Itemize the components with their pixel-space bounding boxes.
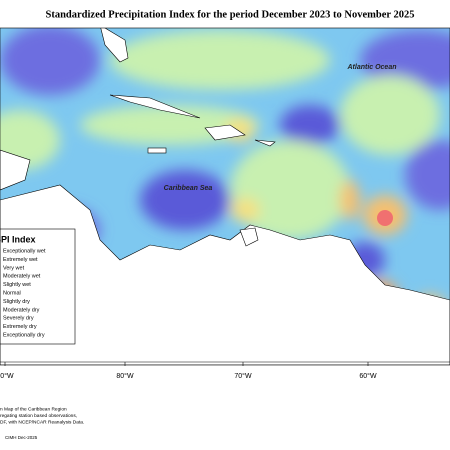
lon-label: 90°W	[0, 372, 14, 380]
title: Standardized Precipitation Index for the…	[45, 9, 414, 20]
legend: Exceptionally wet Extremely wet Very wet Mo…	[3, 248, 46, 338]
legend-entry: Slightly wet	[3, 282, 31, 288]
legend-entry: Normal	[3, 290, 21, 296]
legend-entry: Extremely dry	[3, 324, 37, 330]
legend-entry: Extremely wet	[3, 257, 38, 263]
lon-label: 80°W	[116, 372, 134, 380]
legend-entry: Very wet	[3, 265, 25, 271]
legend-entry: Severely dry	[3, 316, 34, 322]
legend-entry: Slightly dry	[3, 299, 30, 305]
legend-entry: Exceptionally wet	[3, 248, 46, 254]
credit: CIMH Dec-2025	[5, 435, 38, 440]
legend-title: SPI Index	[0, 234, 36, 244]
legend-entry: Moderately dry	[3, 307, 40, 313]
lon-label: 70°W	[234, 372, 252, 380]
sea-label: Caribbean Sea	[164, 185, 213, 192]
legend-entry: Exceptionally dry	[3, 332, 45, 338]
lon-label: 60°W	[359, 372, 377, 380]
longitudes: 90°W 80°W 70°W 60°W	[0, 362, 377, 380]
footer-line: n Map of the Caribbean Region	[0, 406, 67, 412]
ocean-label: Atlantic Ocean	[346, 64, 396, 71]
footer-line: DF, with NCEP/NCAR Reanalysis Data.	[0, 419, 84, 425]
footer-line: regating station based observations,	[0, 413, 77, 419]
legend-entry: Moderately wet	[3, 274, 41, 280]
map: Atlantic Ocean Caribbean Sea SPI Index E…	[0, 28, 450, 365]
